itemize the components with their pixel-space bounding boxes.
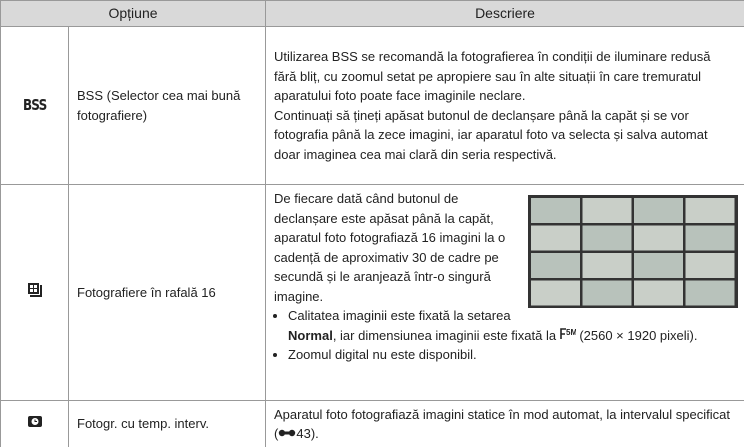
option-cell: Fotografiere în rafală 16 xyxy=(67,184,267,401)
bullet: Calitatea imaginii este fixată la setare… xyxy=(288,306,736,345)
thumbnail xyxy=(531,225,581,251)
thumbnail xyxy=(634,198,684,223)
row: Fotografiere în rafală 16 De fiecare dat… xyxy=(0,184,744,401)
paragraph: Utilizarea BSS se recomandă la fotografi… xyxy=(274,49,711,103)
header-option: Opțiune xyxy=(0,0,267,27)
thumbnail xyxy=(685,198,735,223)
description-cell: De fiecare dată când butonul de declanșa… xyxy=(265,184,744,401)
icon-cell xyxy=(0,184,69,401)
thumbnail xyxy=(582,253,632,278)
header-description: Descriere xyxy=(265,0,744,27)
bullet: Zoomul digital nu este disponibil. xyxy=(288,345,736,365)
thumbnail xyxy=(634,253,684,278)
thumbnail xyxy=(531,280,581,306)
reference-icon xyxy=(279,429,296,437)
burst-icon xyxy=(27,282,42,297)
thumbnail xyxy=(531,253,581,278)
thumbnail xyxy=(685,280,735,306)
bss-icon: BSS xyxy=(22,95,47,114)
text: , iar dimensiunea imaginii este fixată l… xyxy=(332,327,560,343)
svg-text:5M: 5M xyxy=(566,328,576,337)
interval-icon xyxy=(27,416,42,428)
size-icon: 5M xyxy=(559,328,577,339)
icon-cell xyxy=(0,400,69,447)
paragraph: Continuați să țineți apăsat butonul de d… xyxy=(274,107,708,162)
thumbnail xyxy=(582,198,632,223)
bold-text: Normal xyxy=(288,327,333,343)
row: Fotogr. cu temp. interv. Aparatul foto f… xyxy=(0,400,744,447)
option-cell: BSS (Selector cea mai bună fotografiere) xyxy=(67,26,267,185)
burst-image xyxy=(528,195,739,308)
text: 43). xyxy=(296,426,319,441)
thumbnail xyxy=(634,225,684,251)
thumbnail xyxy=(634,280,684,306)
description-cell: Aparatul foto fotografiază imagini stati… xyxy=(265,400,744,447)
text: (2560 × 1920 pixeli). xyxy=(575,327,698,343)
thumbnail xyxy=(531,198,581,223)
thumbnail xyxy=(582,280,632,306)
text: Calitatea imaginii este fixată la setare… xyxy=(288,308,511,323)
thumbnail xyxy=(685,253,735,278)
description-cell: Utilizarea BSS se recomandă la fotografi… xyxy=(265,26,744,185)
option-cell: Fotogr. cu temp. interv. xyxy=(67,400,267,447)
paragraph: De fiecare dată când butonul de declanșa… xyxy=(274,191,506,304)
thumbnail xyxy=(685,225,735,251)
bullet-list: Calitatea imaginii este fixată la setare… xyxy=(274,306,736,365)
icon-cell: BSS xyxy=(0,26,69,185)
text: Aparatul foto fotografiază imagini stati… xyxy=(274,406,730,442)
row: BSS BSS (Selector cea mai bună fotografi… xyxy=(0,26,744,185)
header-row: Opțiune Descriere xyxy=(0,0,744,27)
thumbnail xyxy=(582,225,632,251)
